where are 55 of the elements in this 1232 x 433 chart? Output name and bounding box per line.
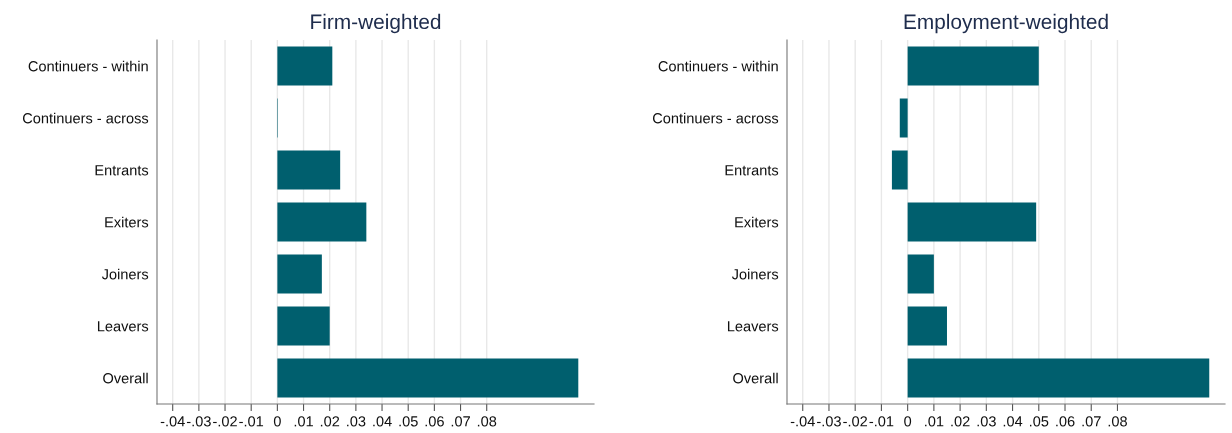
bar (907, 202, 1037, 242)
x-tick-label: .06 (1056, 416, 1075, 427)
bar (907, 358, 1210, 398)
y-tick-label: Leavers (97, 321, 149, 332)
x-tick-label: 0 (273, 416, 281, 427)
x-tick-label: .04 (373, 416, 392, 427)
x-tick-label: .04 (1003, 416, 1023, 427)
x-tick-label: .08 (477, 416, 497, 427)
x-tick-label: -.03 (817, 416, 841, 427)
x-tick-label: .01 (294, 416, 313, 427)
y-tick-label: Entrants (725, 165, 779, 176)
y-tick-label: Overall (103, 372, 148, 384)
y-tick-label: Continuers - within (28, 60, 148, 72)
x-tick-label: -.01 (239, 416, 264, 427)
x-tick-label: 0 (904, 416, 912, 427)
x-tick-label: .06 (425, 416, 444, 427)
x-tick-label: -.04 (790, 416, 815, 427)
chart-title: Employment-weighted (904, 13, 1108, 34)
y-tick-label: Continuers - within (658, 60, 778, 72)
x-tick-label: .02 (951, 416, 970, 427)
y-tick-label: Entrants (95, 165, 149, 176)
x-tick-label: .08 (1108, 416, 1127, 427)
bar (907, 254, 934, 294)
bar (277, 46, 333, 86)
x-tick-label: .05 (1029, 416, 1049, 427)
bar (277, 202, 367, 242)
y-tick-label: Joiners (101, 268, 149, 280)
bar (277, 358, 579, 398)
bar (891, 150, 908, 190)
y-tick-label: Continuers - across (22, 112, 149, 124)
bar (277, 150, 341, 190)
x-tick-label: .07 (1082, 416, 1101, 427)
y-tick-label: Leavers (727, 321, 779, 332)
y-tick-label: Joiners (731, 268, 779, 280)
x-tick-label: -.02 (843, 416, 868, 427)
chart-title: Firm-weighted (311, 13, 441, 34)
x-tick-label: .03 (977, 416, 996, 427)
bar (907, 306, 947, 346)
bar (899, 98, 908, 138)
x-tick-label: -.02 (213, 416, 237, 427)
x-tick-label: .05 (399, 416, 418, 427)
x-tick-label: .02 (320, 416, 340, 427)
y-tick-label: Continuers - across (652, 112, 779, 124)
y-tick-label: Overall (733, 372, 778, 384)
bar (907, 46, 1039, 86)
x-tick-label: -.04 (160, 416, 185, 427)
bar (277, 306, 330, 346)
x-tick-label: -.03 (186, 416, 211, 427)
x-tick-label: .01 (925, 416, 944, 427)
y-tick-label: Exiters (105, 216, 149, 228)
x-tick-label: -.01 (869, 416, 894, 427)
x-tick-label: .07 (451, 416, 470, 427)
bar (277, 254, 322, 294)
x-tick-label: .03 (347, 416, 366, 427)
y-tick-label: Exiters (735, 216, 779, 228)
